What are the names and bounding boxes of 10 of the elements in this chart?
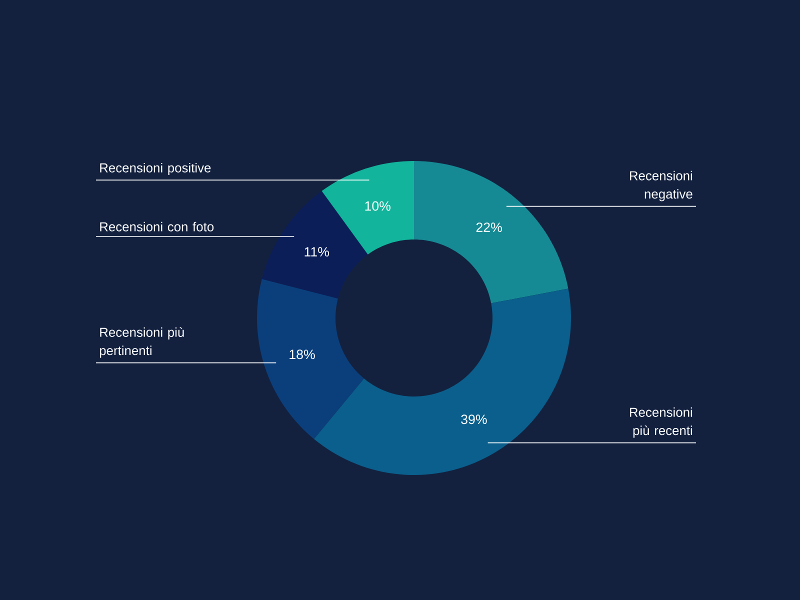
slice-label: Recensioni negative [630, 170, 692, 202]
slice-label: Recensioni con foto [100, 222, 214, 232]
slice-label: Recensioni positive [100, 162, 211, 176]
data-label: 22% [476, 222, 502, 232]
data-label: 10% [365, 201, 390, 211]
data-label: 11% [304, 247, 330, 256]
data-label: 18% [290, 350, 315, 360]
data-label: 39% [461, 414, 487, 424]
slice-label: Recensioni più recenti [630, 407, 692, 438]
slice-label: Recensioni più pertinenti [100, 327, 184, 358]
